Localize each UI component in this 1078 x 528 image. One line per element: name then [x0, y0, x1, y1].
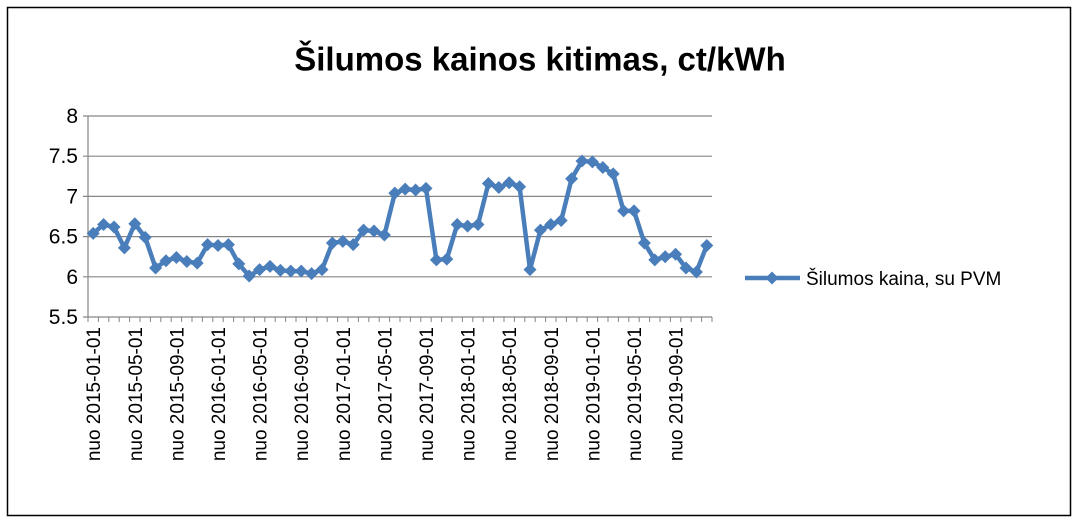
data-point	[481, 177, 495, 191]
x-tick-label: nuo 2016-01-01	[209, 327, 230, 461]
data-point	[461, 219, 475, 233]
data-point	[533, 223, 547, 237]
legend-marker	[765, 271, 779, 285]
x-tick-label: nuo 2018-01-01	[459, 327, 480, 461]
data-point	[273, 263, 287, 277]
y-tick-label: 7	[66, 185, 78, 208]
x-tick-label: nuo 2016-05-01	[251, 327, 272, 461]
x-tick-label: nuo 2015-01-01	[84, 327, 105, 461]
legend-label: Šilumos kaina, su PVM	[806, 268, 1001, 290]
y-tick-label: 7.5	[49, 145, 78, 168]
data-point	[679, 261, 693, 275]
y-tick-label: 6	[66, 266, 78, 289]
data-point	[409, 183, 423, 197]
data-point	[221, 238, 235, 252]
data-point	[211, 238, 225, 252]
data-point	[513, 180, 527, 194]
data-point	[450, 218, 464, 232]
data-point	[294, 264, 308, 278]
data-point	[242, 269, 256, 283]
data-point	[658, 250, 672, 264]
y-tick-label: 8	[66, 105, 78, 128]
data-point	[128, 217, 142, 231]
data-point	[377, 228, 391, 242]
data-point	[669, 247, 683, 261]
x-tick-label: nuo 2016-09-01	[292, 327, 313, 461]
data-point	[648, 253, 662, 267]
data-point	[617, 204, 631, 218]
data-point	[138, 230, 152, 244]
data-point	[367, 224, 381, 238]
data-point	[336, 234, 350, 248]
y-tick-label: 5.5	[49, 306, 78, 329]
data-point	[585, 155, 599, 169]
data-point	[159, 254, 173, 268]
data-point	[315, 263, 329, 277]
data-point	[398, 182, 412, 196]
x-tick-label: nuo 2017-01-01	[334, 327, 355, 461]
data-point	[388, 186, 402, 200]
data-point	[429, 253, 443, 267]
x-tick-label: nuo 2019-09-01	[667, 327, 688, 461]
data-point	[232, 257, 246, 271]
x-tick-label: nuo 2015-09-01	[167, 327, 188, 461]
data-point	[606, 167, 620, 181]
x-tick-label: nuo 2015-05-01	[126, 327, 147, 461]
data-point	[305, 267, 319, 281]
data-point	[627, 204, 641, 218]
data-point	[700, 238, 714, 252]
x-tick-label: nuo 2017-09-01	[417, 327, 438, 461]
data-point	[544, 218, 558, 232]
data-point	[149, 261, 163, 275]
data-point	[86, 226, 100, 240]
data-point	[190, 256, 204, 270]
data-point	[325, 236, 339, 250]
chart-title: Šilumos kainos kitimas, ct/kWh	[294, 40, 785, 78]
x-tick-label: nuo 2018-09-01	[542, 327, 563, 461]
data-point	[565, 172, 579, 186]
data-point	[471, 218, 485, 232]
data-point	[169, 251, 183, 265]
x-tick-label: nuo 2018-05-01	[500, 327, 521, 461]
data-point	[253, 263, 267, 277]
data-point	[284, 264, 298, 278]
data-point	[107, 220, 121, 234]
data-point	[180, 255, 194, 269]
data-point	[117, 241, 131, 255]
data-point	[492, 181, 506, 195]
x-tick-label: nuo 2019-01-01	[583, 327, 604, 461]
data-point	[440, 252, 454, 266]
data-point	[502, 176, 516, 190]
data-point	[263, 259, 277, 273]
data-point	[637, 236, 651, 250]
data-point	[346, 238, 360, 252]
data-point	[201, 238, 215, 252]
data-point	[357, 223, 371, 237]
data-point	[689, 265, 703, 279]
y-tick-label: 6.5	[49, 226, 78, 249]
x-tick-label: nuo 2019-05-01	[625, 327, 646, 461]
data-point	[554, 214, 568, 228]
x-tick-label: nuo 2017-05-01	[375, 327, 396, 461]
data-point	[596, 160, 610, 174]
data-point	[575, 154, 589, 168]
data-point	[523, 263, 537, 277]
data-point	[97, 218, 111, 232]
data-point	[419, 181, 433, 195]
